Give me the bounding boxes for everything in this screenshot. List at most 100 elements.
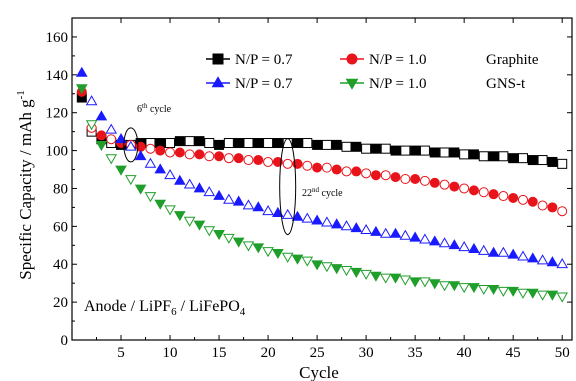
data-point xyxy=(85,95,98,106)
inset-label-sub: 6 xyxy=(171,306,177,318)
data-point xyxy=(547,156,558,167)
data-point xyxy=(477,244,490,255)
data-point xyxy=(194,136,205,147)
x-tick-label: 50 xyxy=(555,345,570,361)
x-tick-label: 30 xyxy=(359,345,374,361)
data-point xyxy=(487,246,500,257)
data-point xyxy=(330,264,343,275)
data-point xyxy=(164,169,176,180)
data-point xyxy=(165,138,176,149)
data-point xyxy=(547,202,558,213)
data-point xyxy=(468,185,479,196)
data-point xyxy=(419,145,430,156)
data-point xyxy=(370,271,382,282)
data-point xyxy=(272,206,284,217)
legend-group-label: GNS-t xyxy=(486,76,526,92)
data-point xyxy=(410,174,421,184)
data-point xyxy=(105,154,118,165)
cycle-22-rest: cycle xyxy=(319,188,343,199)
x-axis-label: Cycle xyxy=(299,363,339,381)
data-point xyxy=(321,162,332,173)
data-point xyxy=(233,153,244,164)
data-point xyxy=(449,147,460,158)
data-point xyxy=(526,288,539,299)
x-tick-label: 5 xyxy=(117,345,125,361)
legend-marker xyxy=(211,76,225,88)
data-point xyxy=(272,138,283,149)
data-point xyxy=(351,166,362,177)
data-point xyxy=(272,248,284,260)
data-point xyxy=(243,138,254,149)
data-point xyxy=(242,241,255,252)
data-point xyxy=(468,149,479,160)
data-point xyxy=(281,208,294,219)
series-3 xyxy=(75,84,569,303)
data-point xyxy=(302,138,313,149)
legend-label: N/P = 0.7 xyxy=(235,76,293,92)
data-point xyxy=(204,151,215,162)
tick-labels: 5 10 15 20 25 30 35 40 45 50 0 20 40 60 80 100 120 140 160 xyxy=(46,30,570,361)
data-point xyxy=(292,138,303,149)
data-point xyxy=(419,175,430,186)
data-point xyxy=(439,179,450,190)
data-point xyxy=(556,258,569,269)
data-point xyxy=(488,151,499,162)
legend-label: N/P = 1.0 xyxy=(369,52,427,68)
cycle-22-ellipse xyxy=(279,138,297,236)
data-point xyxy=(242,199,255,210)
data-point xyxy=(429,147,440,158)
x-tick-label: 40 xyxy=(457,345,472,361)
data-point xyxy=(301,256,314,267)
data-point xyxy=(95,110,108,121)
data-point xyxy=(350,267,363,278)
data-point xyxy=(409,277,421,288)
legend-marker xyxy=(345,78,359,90)
legend-label: N/P = 1.0 xyxy=(369,76,427,92)
series-1 xyxy=(76,86,568,217)
data-point xyxy=(517,153,528,164)
data-point xyxy=(321,216,333,227)
x-tick-label: 35 xyxy=(408,345,423,361)
y-axis-label-sup: -1 xyxy=(15,90,27,99)
data-point xyxy=(400,174,411,184)
data-point xyxy=(341,166,352,177)
data-point xyxy=(468,242,480,253)
data-point xyxy=(105,123,118,134)
y-tick-label: 140 xyxy=(46,68,69,84)
data-point xyxy=(164,205,176,216)
data-point xyxy=(282,158,293,169)
data-point xyxy=(75,84,88,95)
data-point xyxy=(478,151,489,162)
data-point xyxy=(428,279,441,290)
data-point xyxy=(370,225,382,236)
data-point xyxy=(380,143,391,154)
data-point xyxy=(312,162,323,173)
data-point xyxy=(497,286,510,297)
data-point xyxy=(360,269,372,280)
data-point xyxy=(517,194,528,205)
data-point xyxy=(478,187,489,198)
y-tick-label: 60 xyxy=(53,219,68,235)
data-point xyxy=(223,233,235,244)
inset-label-part2: / LiFePO xyxy=(177,298,240,315)
data-point xyxy=(449,181,460,192)
data-point xyxy=(154,199,167,210)
plot-frame xyxy=(71,17,573,341)
series-2 xyxy=(75,66,569,269)
data-point xyxy=(134,150,147,161)
data-point xyxy=(165,147,176,158)
data-point xyxy=(312,139,323,150)
data-point xyxy=(488,189,499,200)
cycle-6-num: 6 xyxy=(137,104,142,115)
data-point xyxy=(458,241,470,252)
y-tick-label: 160 xyxy=(46,30,69,46)
data-point xyxy=(223,138,234,149)
data-point xyxy=(507,286,519,297)
data-point xyxy=(174,136,185,147)
data-point xyxy=(291,210,304,221)
data-point xyxy=(556,292,569,303)
data-point xyxy=(194,149,205,160)
data-point xyxy=(557,158,568,169)
cycle-6-ellipse xyxy=(123,127,139,163)
